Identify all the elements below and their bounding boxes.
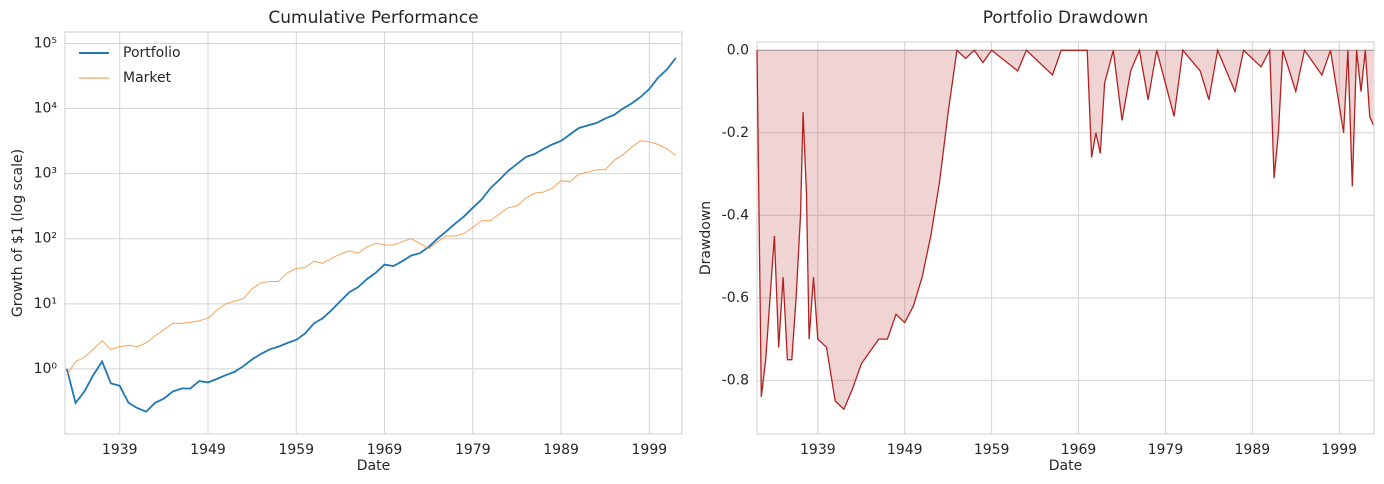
line [65, 57, 677, 413]
y-tick-label: -0.8 [722, 372, 749, 388]
x-tick-label: 1939 [102, 442, 138, 458]
x-axis-label: Date [357, 458, 390, 474]
line [66, 140, 677, 376]
x-tick-label: 1949 [887, 442, 923, 458]
x-tick-label: 1989 [1235, 442, 1271, 458]
x-tick-label: 1959 [974, 442, 1010, 458]
x-tick-label: 1949 [190, 442, 226, 458]
x-tick-label: 1969 [1061, 442, 1097, 458]
chart-panel: 1939 1949 1959 1969 1979 1989 1999 10⁰ 10¹ 10² 10³… [10, 8, 683, 474]
y-tick-label: 10² [34, 231, 57, 247]
x-tick-label: 1979 [1148, 442, 1184, 458]
y-tick-label: -0.6 [722, 290, 749, 306]
y-tick-label: 10⁰ [34, 361, 58, 377]
y-tick-label: 10⁴ [34, 101, 58, 117]
legend-label: Portfolio [123, 45, 181, 61]
x-tick-label: 1989 [543, 442, 579, 458]
plot-frame [756, 41, 1375, 435]
plot-frame [64, 31, 683, 435]
legend-label: Market [123, 70, 172, 86]
y-tick-label: 10³ [34, 166, 57, 182]
y-tick-label: -0.4 [722, 207, 749, 223]
y-axis-label: Drawdown [698, 201, 714, 275]
x-tick-label: 1969 [367, 442, 403, 458]
x-axis-label: Date [1049, 458, 1082, 474]
y-tick-label: 0.0 [727, 42, 749, 58]
x-tick-label: 1979 [455, 442, 491, 458]
y-tick-label: 10⁵ [34, 35, 57, 51]
chart-title: Portfolio Drawdown [983, 8, 1149, 28]
x-tick-label: 1959 [278, 442, 314, 458]
chart-panel: 1939 1949 1959 1969 1979 1989 1999 0.0 -0.2 -0.4 -… [698, 8, 1375, 474]
area-line [756, 47, 1374, 411]
chart-title: Cumulative Performance [268, 8, 478, 28]
x-tick-label: 1999 [632, 442, 668, 458]
y-tick-label: -0.2 [722, 125, 749, 141]
x-tick-label: 1999 [1321, 442, 1357, 458]
area-fill [757, 50, 1374, 410]
x-tick-label: 1939 [800, 442, 836, 458]
y-tick-label: 10¹ [34, 296, 57, 312]
y-axis-label: Growth of $1 (log scale) [10, 149, 26, 317]
